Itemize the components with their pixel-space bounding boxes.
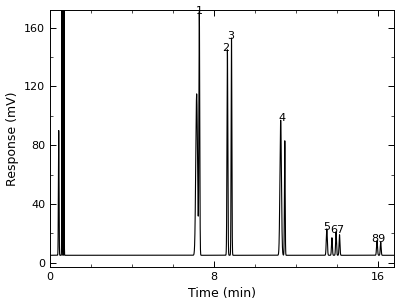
Text: 4: 4 [278,113,285,123]
Text: 67: 67 [331,225,345,235]
Text: 3: 3 [227,31,234,41]
Text: 89: 89 [372,233,386,244]
Text: 1: 1 [196,6,203,16]
X-axis label: Time (min): Time (min) [188,287,256,300]
Y-axis label: Response (mV): Response (mV) [6,91,18,186]
Text: 2: 2 [222,43,229,53]
Text: 5: 5 [323,222,330,232]
